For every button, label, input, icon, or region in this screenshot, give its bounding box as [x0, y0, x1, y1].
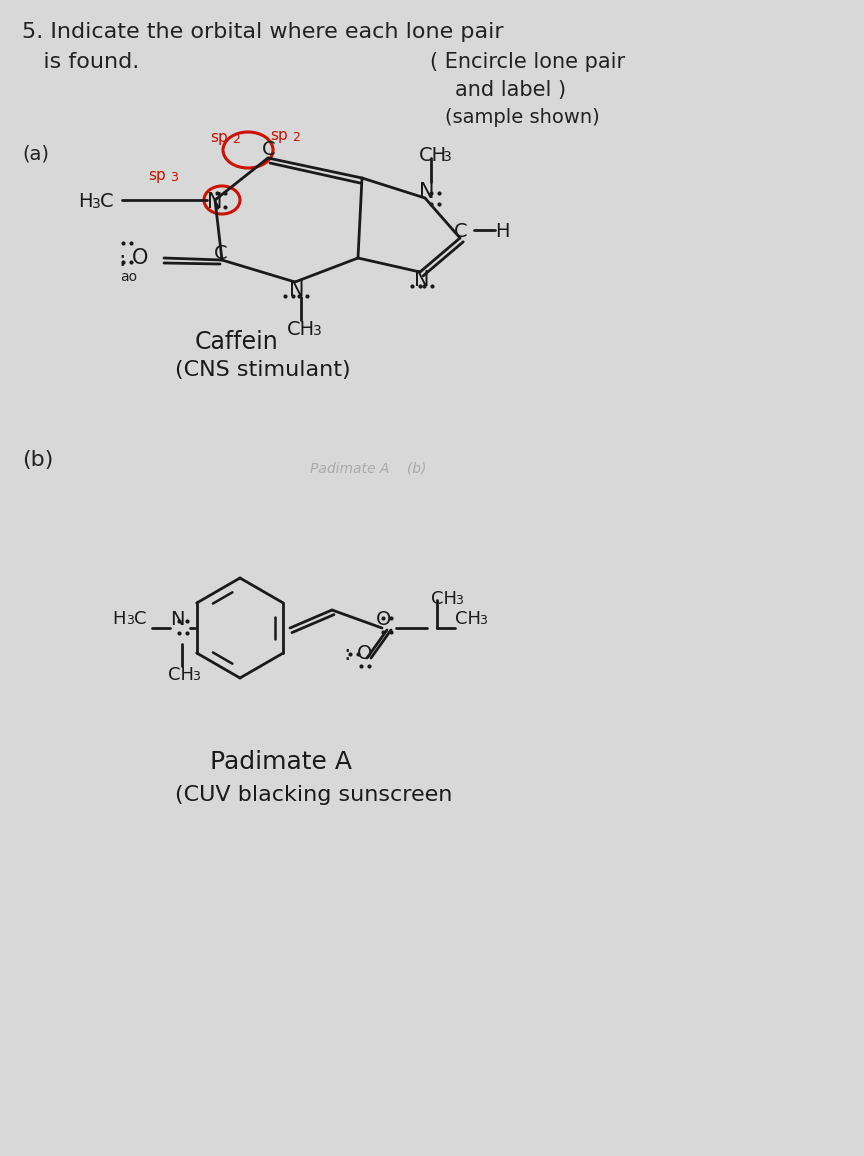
Text: C: C: [134, 610, 147, 628]
Text: :: :: [118, 250, 125, 271]
Text: sp: sp: [148, 168, 166, 183]
Text: is found.: is found.: [22, 52, 139, 72]
Text: C: C: [262, 140, 276, 160]
Text: (b): (b): [22, 450, 54, 470]
Text: (CNS stimulant): (CNS stimulant): [175, 360, 351, 380]
Text: H: H: [495, 222, 510, 240]
Text: CH: CH: [419, 146, 448, 165]
Text: CH: CH: [168, 666, 194, 684]
Text: 3: 3: [170, 171, 178, 184]
Text: H: H: [78, 192, 92, 212]
Text: sp: sp: [210, 129, 228, 144]
Text: O: O: [357, 644, 372, 664]
Text: (sample shown): (sample shown): [445, 108, 600, 127]
Text: 3: 3: [126, 614, 134, 627]
Text: :: :: [343, 644, 351, 664]
Text: CH: CH: [455, 610, 481, 628]
Text: 3: 3: [455, 594, 463, 607]
Text: 3: 3: [192, 670, 200, 683]
Text: 2: 2: [292, 131, 300, 144]
Text: 5. Indicate the orbital where each lone pair: 5. Indicate the orbital where each lone …: [22, 22, 504, 42]
Text: N: N: [414, 271, 429, 290]
Text: sp: sp: [270, 128, 288, 143]
Text: 3: 3: [313, 324, 321, 338]
Text: H: H: [112, 610, 125, 628]
Text: 2: 2: [232, 133, 240, 146]
Text: C: C: [100, 192, 114, 212]
Text: C: C: [214, 244, 227, 264]
Text: Caffein: Caffein: [195, 329, 279, 354]
Text: (CUV blacking sunscreen: (CUV blacking sunscreen: [175, 785, 453, 805]
Text: 3: 3: [92, 197, 101, 212]
Text: and label ): and label ): [455, 80, 566, 101]
Text: Padimate A: Padimate A: [210, 750, 352, 775]
Text: O: O: [376, 610, 391, 629]
Text: N: N: [170, 610, 185, 629]
Text: N: N: [207, 192, 223, 212]
Text: ao: ao: [120, 271, 137, 284]
Text: ( Encircle lone pair: ( Encircle lone pair: [430, 52, 626, 72]
Text: N: N: [419, 181, 435, 202]
Text: C: C: [454, 222, 467, 240]
Text: CH: CH: [287, 320, 315, 339]
Text: O: O: [132, 249, 149, 268]
Text: CH: CH: [431, 590, 457, 608]
Text: (a): (a): [22, 144, 49, 164]
Text: Padimate A    (b): Padimate A (b): [310, 462, 426, 476]
Text: N: N: [289, 280, 304, 301]
Text: 3: 3: [443, 150, 452, 164]
Text: 3: 3: [479, 614, 487, 627]
